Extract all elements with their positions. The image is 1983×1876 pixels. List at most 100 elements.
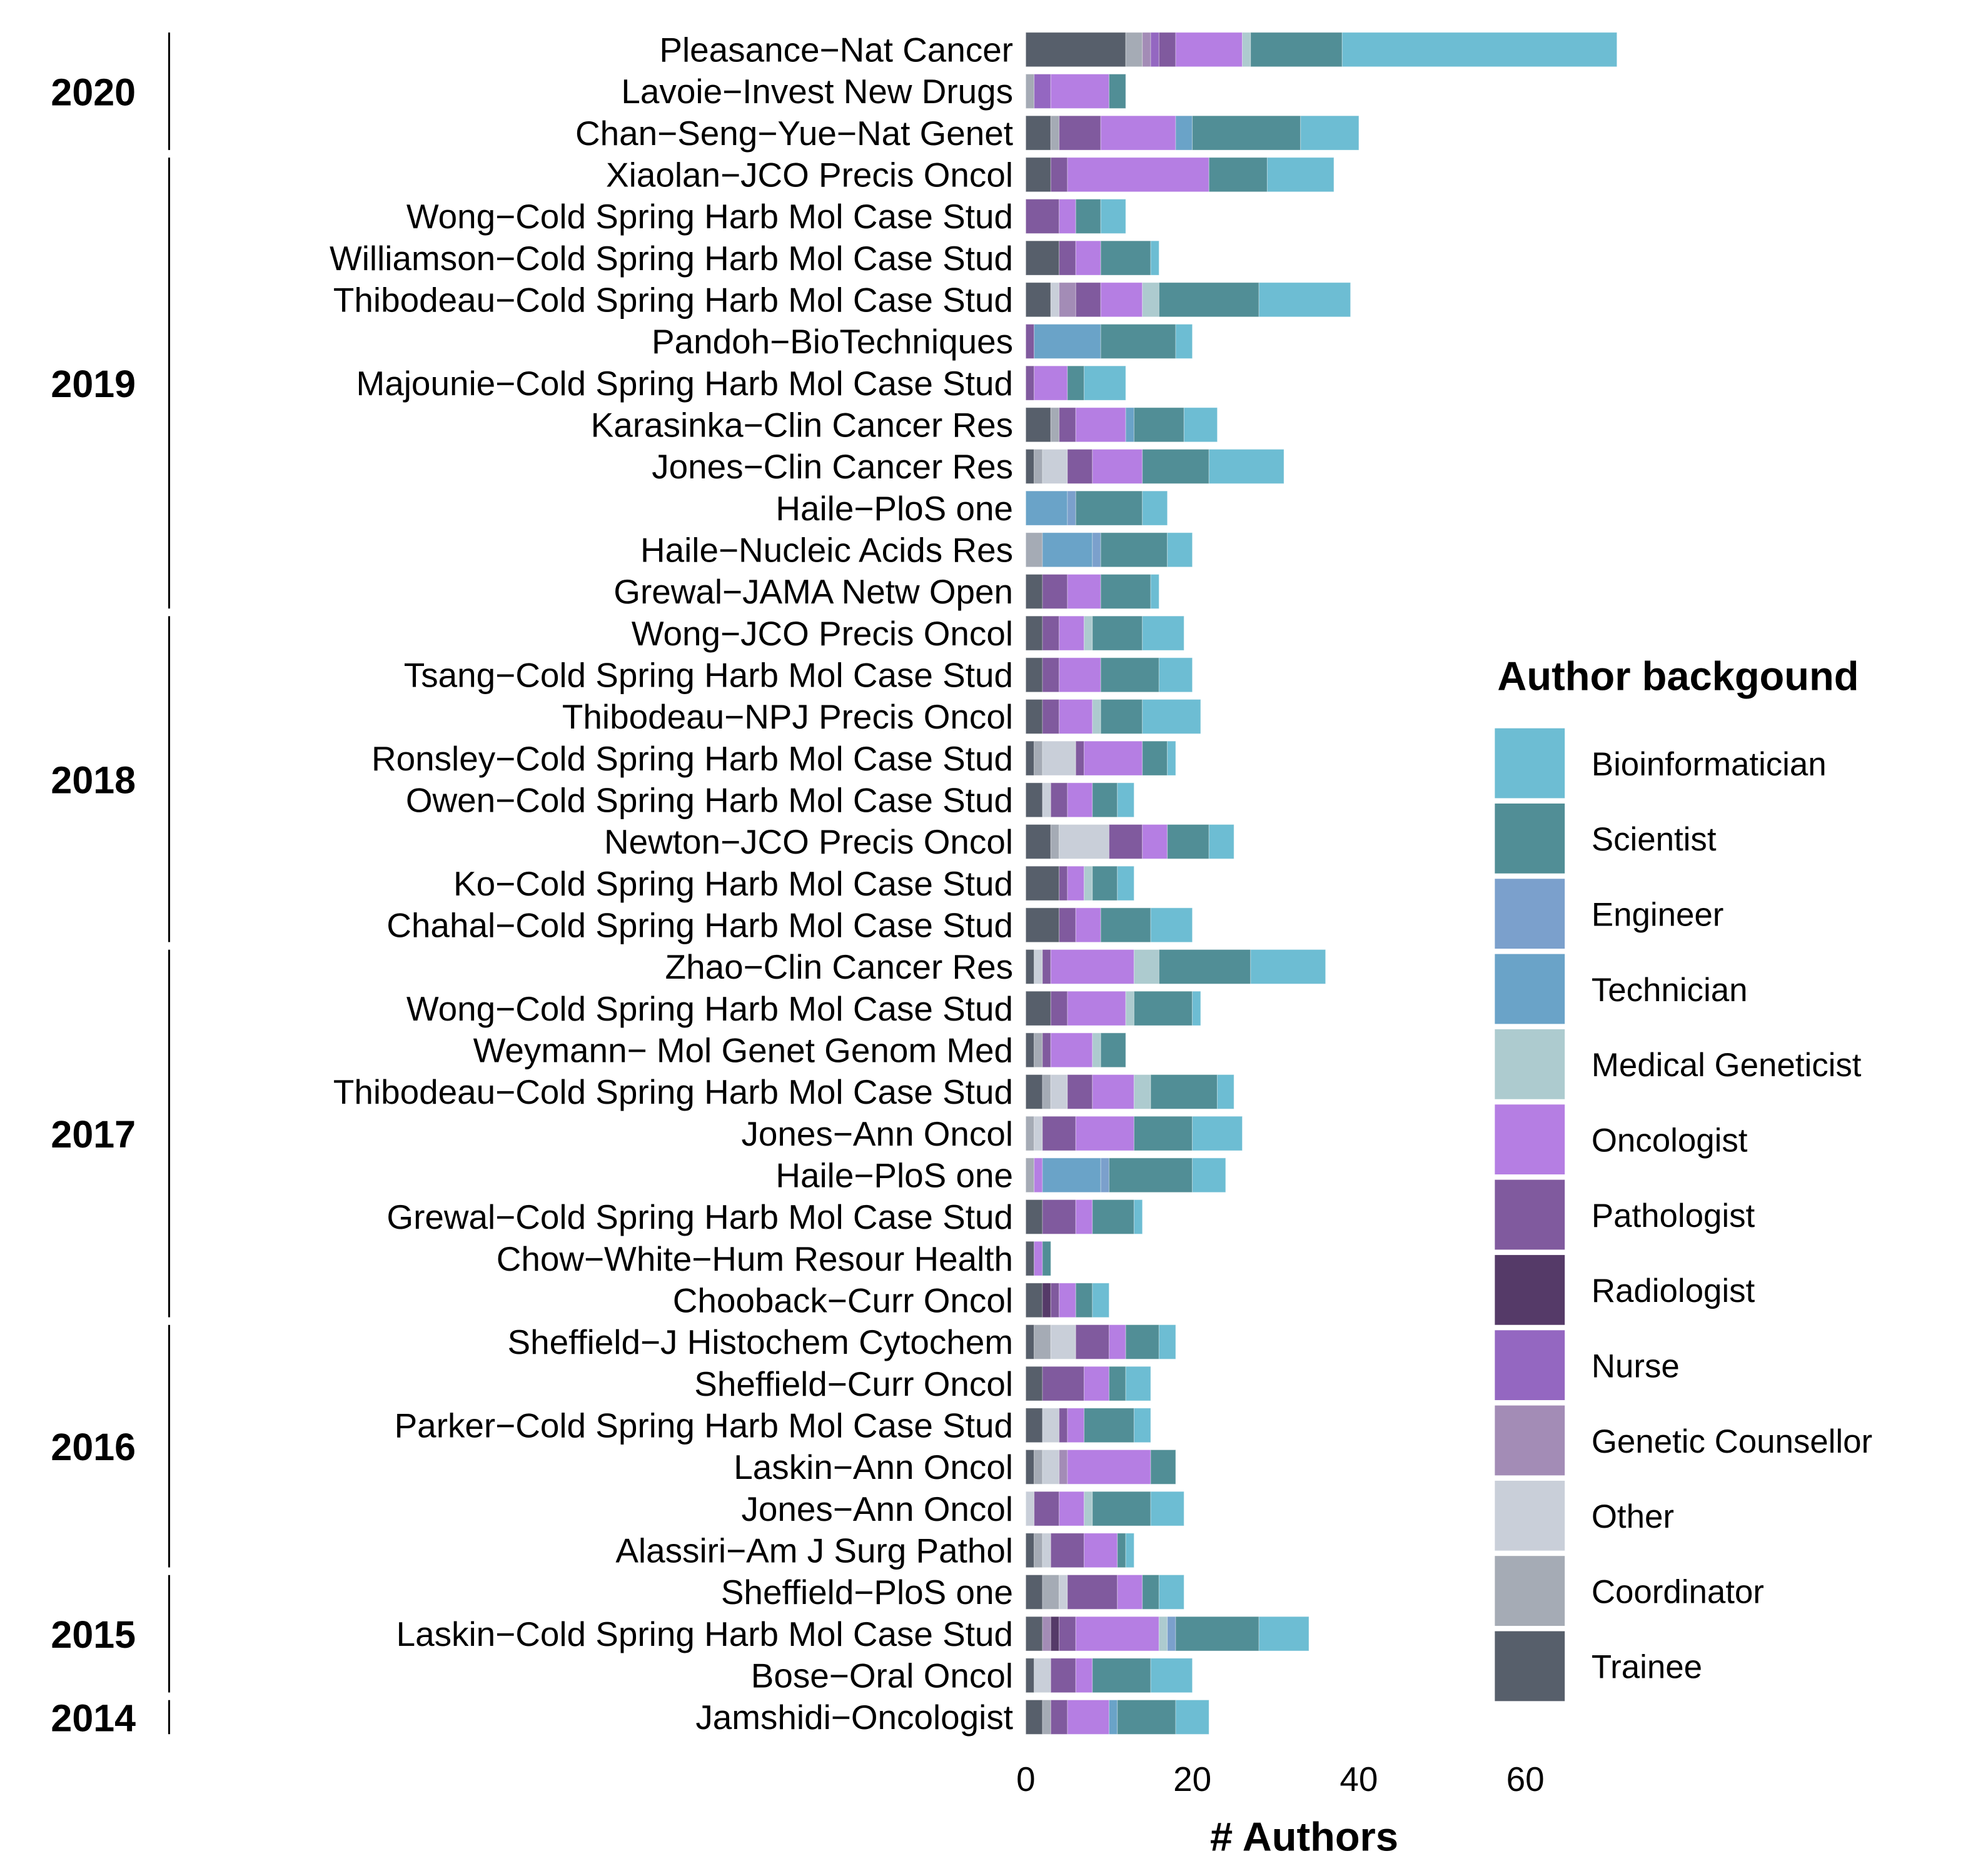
row-label: Chow−White−Hum Resour Health xyxy=(497,1239,1013,1278)
bar-segment-bioinformatician xyxy=(1092,1283,1110,1318)
bar-segment-pathologist xyxy=(1050,782,1068,818)
bar-segment-bioinformatician xyxy=(1142,490,1168,526)
bar-segment-trainee xyxy=(1025,448,1035,484)
bar-segment-oncologist xyxy=(1067,157,1209,193)
row-label: Parker−Cold Spring Harb Mol Case Stud xyxy=(395,1406,1013,1445)
bar-segment-pathologist xyxy=(1050,1658,1076,1693)
bar-segment-technician xyxy=(1034,323,1101,359)
bar-segment-pathologist xyxy=(1050,157,1068,193)
bar-segment-radiologist xyxy=(1050,1616,1060,1652)
bar-segment-scientist xyxy=(1142,448,1209,484)
bar-segment-bioinformatician xyxy=(1208,824,1234,859)
bar-segment-other xyxy=(1042,1449,1060,1485)
legend-label: Trainee xyxy=(1592,1649,1702,1686)
bar-segment-medical-geneticist xyxy=(1133,1074,1151,1109)
bar-segment-bioinformatician xyxy=(1175,1699,1209,1735)
legend-label: Coordinator xyxy=(1592,1573,1764,1610)
bar-segment-trainee xyxy=(1025,115,1051,151)
bar-segment-pathologist xyxy=(1042,1032,1051,1068)
bar-segment-oncologist xyxy=(1075,1658,1093,1693)
bars xyxy=(1025,32,1618,1735)
bar-segment-engineer xyxy=(1092,532,1101,568)
bar-segment-oncologist xyxy=(1075,240,1101,276)
bar-segment-oncologist xyxy=(1117,1574,1143,1610)
bar-segment-scientist xyxy=(1100,1032,1126,1068)
bar-segment-scientist xyxy=(1092,1199,1134,1234)
bar-segment-scientist xyxy=(1175,1616,1259,1652)
bar-segment-bioinformatician xyxy=(1192,1157,1226,1193)
bar-segment-pathologist xyxy=(1050,1533,1085,1568)
bar-segment-other xyxy=(1034,1658,1051,1693)
bar-segment-oncologist xyxy=(1100,115,1176,151)
row-label: Jones−Ann Oncol xyxy=(741,1114,1013,1153)
bar-segment-scientist xyxy=(1092,1658,1151,1693)
bar-segment-bioinformatician xyxy=(1167,532,1193,568)
bar-segment-other xyxy=(1042,1533,1051,1568)
bar-segment-trainee xyxy=(1025,1658,1035,1693)
legend-label: Pathologist xyxy=(1592,1198,1755,1234)
bar-segment-scientist xyxy=(1150,1074,1218,1109)
bar-segment-pathologist xyxy=(1042,1116,1076,1151)
row-label: Sheffield−Curr Oncol xyxy=(694,1364,1013,1403)
bar-segment-oncologist xyxy=(1067,1699,1110,1735)
bar-segment-medical-geneticist xyxy=(1092,698,1101,734)
x-axis: 0 20 40 60 xyxy=(1016,1760,1545,1798)
legend-swatch-pathologist xyxy=(1495,1179,1565,1250)
bar-segment-oncologist xyxy=(1059,1283,1076,1318)
bar-segment-coordinator xyxy=(1034,1533,1043,1568)
bar-segment-other xyxy=(1050,282,1060,318)
bar-segment-pathologist xyxy=(1050,1283,1060,1318)
bar-segment-other xyxy=(1059,824,1110,859)
bar-segment-trainee xyxy=(1025,1074,1043,1109)
row-label: Lavoie−Invest New Drugs xyxy=(621,72,1013,111)
bar-segment-bioinformatician xyxy=(1300,115,1360,151)
legend-swatch-coordinator xyxy=(1495,1556,1565,1626)
bar-segment-trainee xyxy=(1025,1283,1043,1318)
bar-segment-bioinformatician xyxy=(1150,573,1159,609)
bar-segment-other xyxy=(1042,782,1051,818)
row-label: Chahal−Cold Spring Harb Mol Case Stud xyxy=(386,906,1013,945)
year-label: 2019 xyxy=(51,363,136,405)
row-label: Tsang−Cold Spring Harb Mol Case Stud xyxy=(404,656,1013,695)
bar-segment-bioinformatician xyxy=(1100,198,1126,234)
bar-segment-medical-geneticist xyxy=(1242,32,1251,68)
row-label: Zhao−Clin Cancer Res xyxy=(665,947,1013,986)
bar-segment-oncologist xyxy=(1092,448,1143,484)
bar-segment-scientist xyxy=(1042,1241,1051,1276)
legend-label: Radiologist xyxy=(1592,1273,1755,1309)
bar-segment-oncologist xyxy=(1059,657,1101,693)
row-label: Haile−PloS one xyxy=(775,1156,1013,1195)
year-label: 2017 xyxy=(51,1113,136,1156)
bar-segment-technician xyxy=(1042,1157,1101,1193)
bar-segment-pathologist xyxy=(1075,740,1085,776)
bar-segment-bioinformatician xyxy=(1158,657,1193,693)
bar-segment-oncologist xyxy=(1175,32,1243,68)
bar-segment-medical-geneticist xyxy=(1084,615,1093,651)
bar-segment-bioinformatician xyxy=(1150,907,1193,943)
bar-segment-genetic-counsellor xyxy=(1042,1616,1051,1652)
bar-segment-scientist xyxy=(1067,365,1085,401)
row-label: Ronsley−Cold Spring Harb Mol Case Stud xyxy=(371,739,1013,778)
bar-segment-pathologist xyxy=(1075,282,1101,318)
bar-segment-trainee xyxy=(1025,1032,1035,1068)
bar-segment-scientist xyxy=(1150,1449,1176,1485)
row-label: Laskin−Ann Oncol xyxy=(734,1448,1013,1486)
legend-swatch-bioinformatician xyxy=(1495,728,1565,799)
legend-swatch-other xyxy=(1495,1480,1565,1551)
row-label: Thibodeau−Cold Spring Harb Mol Case Stud xyxy=(333,281,1013,320)
bar-segment-coordinator xyxy=(1050,824,1060,859)
bar-segment-scientist xyxy=(1092,615,1143,651)
legend-label: Scientist xyxy=(1592,821,1717,858)
bar-segment-scientist xyxy=(1250,32,1343,68)
row-label: Laskin−Cold Spring Harb Mol Case Stud xyxy=(396,1615,1013,1653)
bar-segment-engineer xyxy=(1067,490,1076,526)
bar-segment-oncologist xyxy=(1075,1616,1159,1652)
bar-segment-bioinformatician xyxy=(1158,1574,1184,1610)
row-label: Jones−Ann Oncol xyxy=(741,1490,1013,1528)
bar-segment-bioinformatician xyxy=(1150,1491,1184,1526)
bar-segment-trainee xyxy=(1025,1574,1043,1610)
bar-segment-trainee xyxy=(1025,32,1126,68)
bar-segment-oncologist xyxy=(1075,407,1126,443)
row-label: Owen−Cold Spring Harb Mol Case Stud xyxy=(406,781,1013,820)
bar-segment-trainee xyxy=(1025,1324,1035,1359)
